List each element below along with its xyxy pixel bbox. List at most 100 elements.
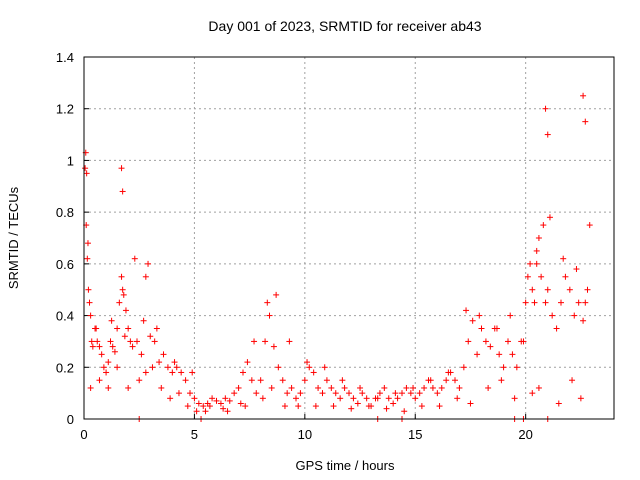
data-point [310, 369, 317, 376]
data-point [399, 390, 405, 397]
data-point [122, 307, 129, 314]
data-point [427, 377, 434, 384]
data-point [231, 390, 238, 397]
data-point [226, 397, 233, 404]
data-point [100, 364, 107, 371]
data-point [82, 165, 89, 172]
data-point [401, 408, 408, 415]
data-point [553, 325, 560, 332]
data-point [412, 395, 419, 402]
data-point [544, 286, 551, 293]
data-point [114, 364, 121, 371]
data-point [281, 403, 288, 410]
data-point [350, 395, 357, 402]
data-point [542, 105, 549, 112]
data-point [217, 400, 224, 407]
data-point [456, 384, 463, 391]
data-point [469, 317, 476, 324]
data-point [348, 405, 355, 412]
data-point [354, 400, 361, 407]
data-point [125, 325, 132, 332]
data-point [500, 364, 507, 371]
data-point [160, 351, 167, 358]
data-point [586, 222, 593, 229]
data-point [478, 325, 485, 332]
data-point [493, 325, 500, 332]
data-point [105, 384, 112, 391]
data-point [288, 384, 295, 391]
data-point [167, 395, 174, 402]
data-point [555, 400, 562, 407]
data-point [248, 377, 255, 384]
data-point [467, 400, 474, 407]
data-point [341, 384, 348, 391]
data-point [240, 369, 246, 376]
data-point [365, 403, 372, 410]
data-point [184, 403, 191, 410]
x-tick-label: 5 [191, 427, 198, 442]
data-point [171, 359, 178, 366]
data-point [84, 255, 91, 262]
data-point [438, 384, 445, 391]
data-point [200, 403, 207, 410]
data-point [403, 384, 410, 391]
data-point [88, 338, 95, 345]
data-point [295, 403, 302, 410]
y-tick-labels: 0 0.2 0.4 0.6 0.8 1 1.2 1.4 [56, 50, 74, 427]
x-tick-label: 20 [518, 427, 532, 442]
data-point [242, 403, 249, 410]
x-tick-labels: 0 5 10 15 20 [80, 427, 533, 442]
data-point [119, 188, 126, 195]
data-point [306, 364, 313, 371]
data-point [505, 338, 511, 345]
data-point [222, 395, 229, 402]
data-point [429, 384, 436, 391]
data-point [511, 395, 518, 402]
data-point [498, 377, 505, 384]
y-tick-label: 1.2 [56, 102, 74, 117]
data-point [121, 333, 128, 340]
data-point [452, 377, 458, 384]
data-point [301, 377, 308, 384]
data-point [533, 260, 540, 267]
data-point [513, 364, 520, 371]
data-point [178, 369, 185, 376]
data-point [312, 403, 319, 410]
data-point [527, 260, 534, 267]
data-point [213, 397, 220, 404]
data-point [463, 307, 470, 314]
y-tick-label: 0 [67, 412, 74, 427]
data-point [529, 390, 536, 397]
data-point [134, 338, 140, 345]
data-point [87, 312, 94, 319]
data-point [337, 395, 344, 402]
data-point [140, 317, 147, 324]
data-point [189, 369, 196, 376]
data-point [175, 390, 182, 397]
data-point [339, 377, 346, 384]
data-point [323, 377, 330, 384]
data-point [107, 338, 114, 345]
data-point [321, 364, 328, 371]
data-point [142, 369, 149, 376]
data-point [202, 408, 209, 415]
data-point [562, 273, 569, 280]
grid-lines [84, 57, 614, 419]
data-point [496, 351, 503, 358]
data-point [443, 377, 450, 384]
data-point [582, 299, 589, 306]
data-point [394, 395, 401, 402]
data-point [485, 384, 492, 391]
data-point [257, 377, 264, 384]
data-point [304, 359, 311, 366]
data-point [569, 377, 576, 384]
data-point [357, 384, 364, 391]
data-point [332, 390, 339, 397]
data-point [187, 390, 193, 397]
data-point [315, 384, 322, 391]
data-point [182, 377, 189, 384]
data-point [434, 390, 441, 397]
data-point [374, 395, 381, 402]
data-point [235, 384, 242, 391]
data-point [558, 299, 564, 306]
